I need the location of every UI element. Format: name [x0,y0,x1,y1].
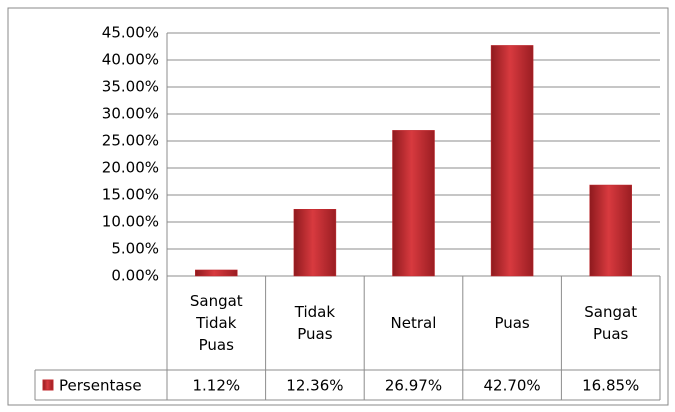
y-tick-label: 20.00% [102,159,159,177]
x-tick-label: Sangat Tidak Puas [189,292,243,354]
x-tick-label: Tidak Puas [294,303,336,343]
x-tick-label-box: Sangat Puas [584,303,638,343]
x-tick-label: Sangat Puas [584,303,638,343]
y-tick-label: 0.00% [111,267,159,285]
x-tick-label-box: Sangat Tidak Puas [189,292,243,354]
bar [490,45,534,277]
bar [195,269,238,277]
data-table-value: 42.70% [483,377,540,395]
x-tick-label: Puas [494,314,530,332]
legend-label: Persentase [59,377,142,395]
legend-marker [42,379,54,391]
data-table-value: 12.36% [286,377,343,395]
y-tick-label: 10.00% [102,213,159,231]
y-tick-label: 5.00% [111,240,159,258]
data-table-value: 16.85% [582,377,639,395]
x-tick-label: Netral [390,314,437,332]
data-table-value: 1.12% [192,377,240,395]
y-tick-label: 25.00% [102,132,159,150]
y-tick-label: 15.00% [102,186,159,204]
data-table-value: 26.97% [385,377,442,395]
y-tick-label: 40.00% [102,51,159,69]
bar [293,209,337,277]
y-tick-label: 45.00% [102,24,159,42]
bar [589,184,632,277]
x-tick-label-box: Netral [390,314,437,332]
bar [392,130,435,277]
y-tick-label: 35.00% [102,78,159,96]
chart-frame [7,7,669,406]
x-tick-label-box: Tidak Puas [294,303,336,343]
y-tick-label: 30.00% [102,105,159,123]
x-tick-label-box: Puas [494,314,530,332]
